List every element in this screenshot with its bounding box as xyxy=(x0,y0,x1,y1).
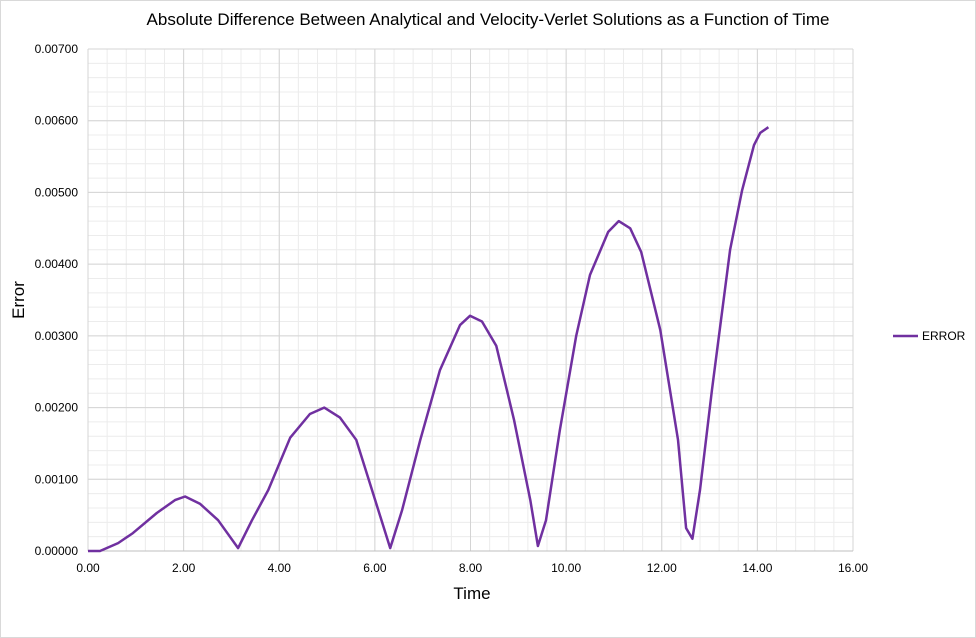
x-axis-label: Time xyxy=(453,584,490,603)
x-tick-label: 8.00 xyxy=(459,561,483,575)
chart-title: Absolute Difference Between Analytical a… xyxy=(146,10,830,29)
x-tick-label: 14.00 xyxy=(742,561,772,575)
y-tick-label: 0.00100 xyxy=(35,472,79,486)
x-tick-label: 2.00 xyxy=(172,561,196,575)
x-tick-label: 6.00 xyxy=(363,561,387,575)
series-line-error xyxy=(88,126,770,553)
y-axis-label: Error xyxy=(9,281,28,319)
y-tick-label: 0.00500 xyxy=(35,185,79,199)
legend-label: ERROR xyxy=(922,329,966,343)
y-tick-label: 0.00400 xyxy=(35,257,79,271)
x-tick-label: 4.00 xyxy=(268,561,292,575)
x-tick-label: 10.00 xyxy=(551,561,581,575)
tick-labels: 0.00 2.00 4.00 6.00 8.00 10.00 12.00 14.00 16.00… xyxy=(35,42,869,575)
y-tick-label: 0.00200 xyxy=(35,401,79,415)
y-tick-label: 0.00700 xyxy=(35,42,79,56)
y-tick-label: 0.00000 xyxy=(35,544,79,558)
gridlines xyxy=(87,48,854,552)
y-tick-label: 0.00600 xyxy=(35,114,79,128)
series-lines xyxy=(88,126,770,553)
y-tick-label: 0.00300 xyxy=(35,329,79,343)
x-tick-label: 0.00 xyxy=(76,561,100,575)
x-tick-label: 12.00 xyxy=(647,561,677,575)
x-tick-label: 16.00 xyxy=(838,561,868,575)
